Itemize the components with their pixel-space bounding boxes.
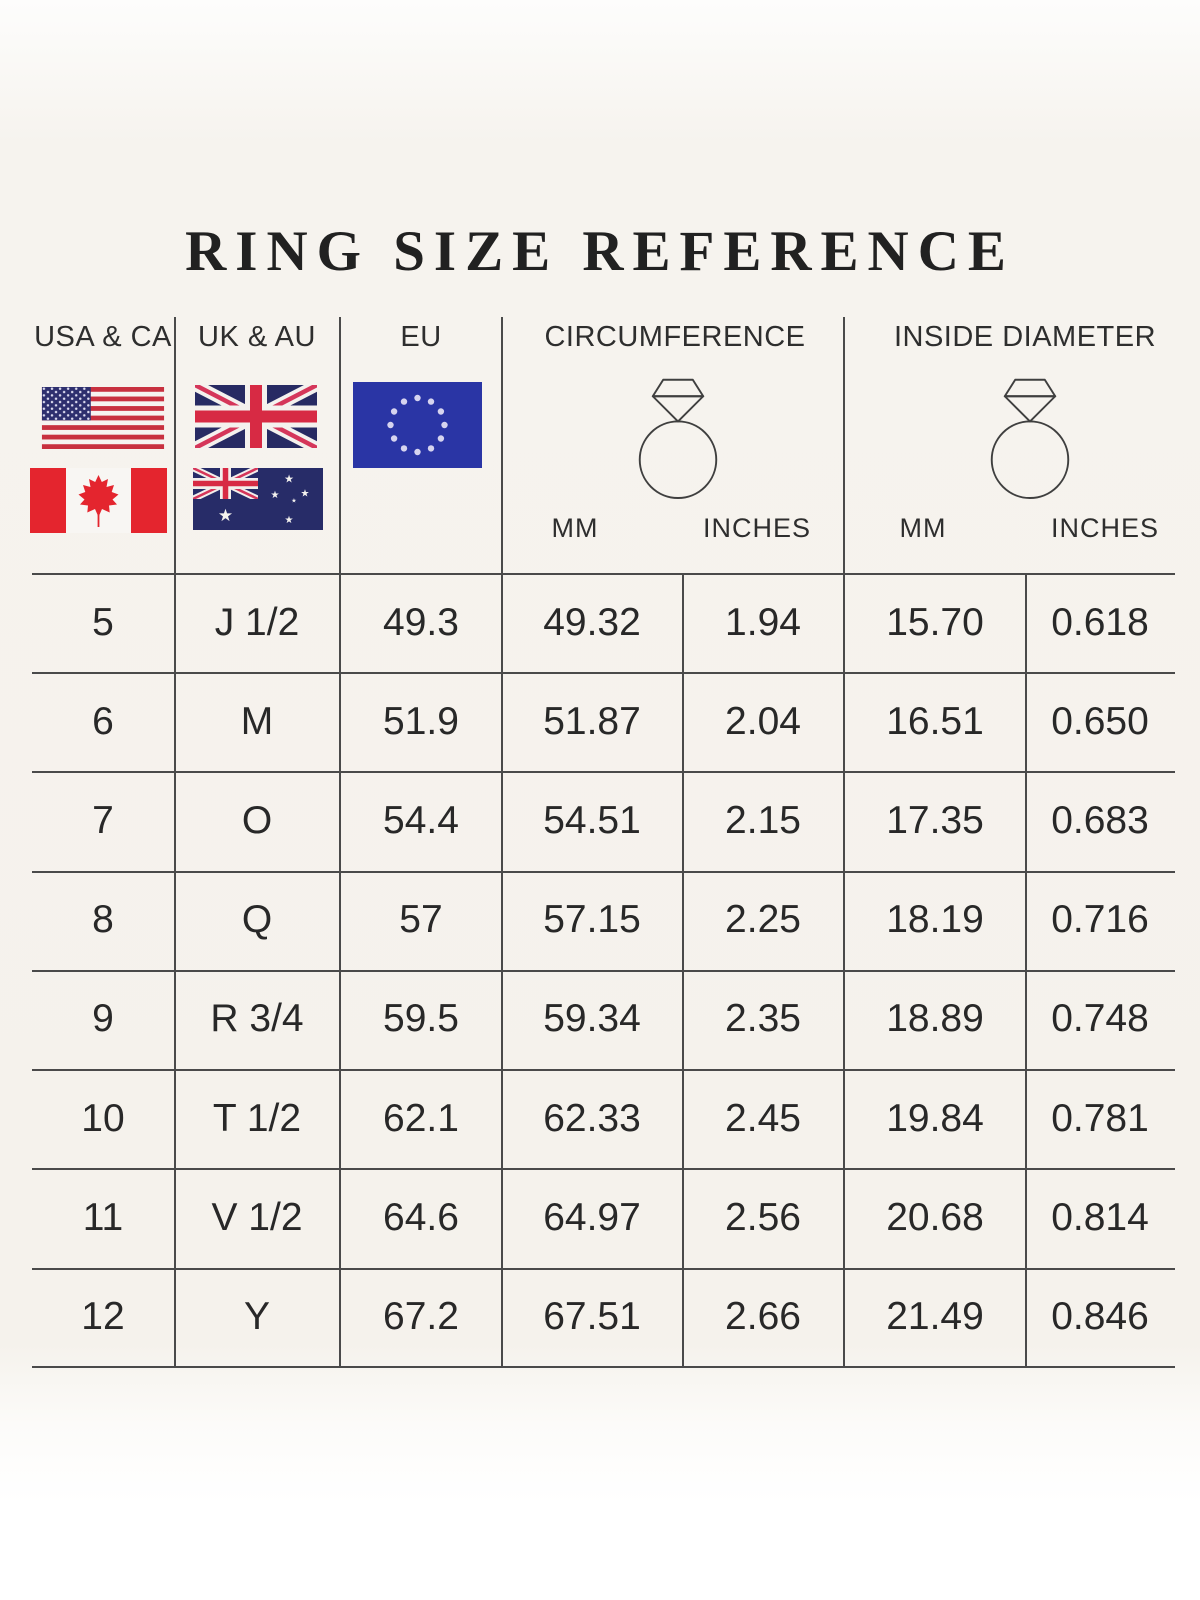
table-cell: 49.3 bbox=[383, 600, 459, 644]
table-cell: 64.6 bbox=[383, 1195, 459, 1239]
us-flag-icon bbox=[41, 387, 165, 449]
table-divider bbox=[501, 317, 503, 1368]
table-cell: 2.04 bbox=[725, 699, 801, 743]
australia-flag-icon: ★ ★ ★ ★ ★ ★ bbox=[193, 468, 323, 530]
column-header-uk-au: UK & AU bbox=[198, 321, 316, 353]
eu-flag-icon bbox=[353, 382, 482, 468]
table-cell: 8 bbox=[92, 898, 114, 942]
table-cell: V 1/2 bbox=[211, 1195, 303, 1239]
diamond-ring-icon bbox=[638, 378, 718, 499]
table-cell: 10 bbox=[81, 1096, 125, 1140]
svg-text:★: ★ bbox=[271, 490, 280, 501]
page-title: RING SIZE REFERENCE bbox=[185, 220, 1015, 283]
table-cell: Y bbox=[243, 1295, 271, 1338]
table-cell: 18.89 bbox=[886, 997, 984, 1041]
table-cell: 0.618 bbox=[1051, 600, 1149, 644]
table-cell: 0.814 bbox=[1051, 1195, 1149, 1239]
table-cell: M bbox=[240, 699, 274, 743]
diamond-ring-icon bbox=[990, 378, 1070, 499]
table-cell: 54.4 bbox=[383, 799, 459, 842]
table-cell: 1.94 bbox=[725, 600, 801, 644]
table-divider bbox=[32, 1168, 1175, 1170]
table-divider bbox=[32, 573, 1175, 575]
table-cell: 18.19 bbox=[886, 898, 984, 942]
table-divider bbox=[32, 1268, 1175, 1270]
column-header-inside-diameter: INSIDE DIAMETER bbox=[893, 321, 1157, 353]
table-divider bbox=[32, 771, 1175, 773]
table-cell: 6 bbox=[92, 699, 114, 743]
table-cell: O bbox=[241, 799, 273, 842]
svg-text:★: ★ bbox=[284, 473, 294, 486]
table-cell: 0.748 bbox=[1051, 997, 1149, 1041]
table-cell: 54.51 bbox=[543, 799, 641, 842]
uk-flag-icon bbox=[195, 385, 317, 448]
table-cell: 0.716 bbox=[1051, 898, 1149, 942]
table-cell: 57 bbox=[399, 898, 443, 942]
table-divider bbox=[32, 871, 1175, 873]
subheader-mm: MM bbox=[899, 513, 947, 543]
table-cell: 67.51 bbox=[543, 1295, 641, 1338]
subheader-mm: MM bbox=[551, 513, 599, 543]
table-cell: 17.35 bbox=[886, 799, 984, 842]
table-cell: 9 bbox=[92, 997, 114, 1041]
table-cell: 64.97 bbox=[543, 1195, 641, 1239]
canada-flag-icon bbox=[30, 468, 167, 533]
table-cell: 12 bbox=[81, 1295, 125, 1338]
subheader-inches: INCHES bbox=[702, 513, 812, 543]
subheader-inches: INCHES bbox=[1050, 513, 1160, 543]
table-cell: 51.9 bbox=[383, 699, 459, 743]
table-cell: 0.781 bbox=[1051, 1096, 1149, 1140]
table-cell: 16.51 bbox=[886, 699, 984, 743]
svg-text:★: ★ bbox=[218, 506, 233, 526]
column-header-circumference: CIRCUMFERENCE bbox=[544, 321, 806, 353]
column-header-usa-ca: USA & CA bbox=[34, 321, 172, 353]
table-cell: 2.15 bbox=[725, 799, 801, 842]
table-cell: 7 bbox=[92, 799, 114, 842]
table-cell: 11 bbox=[82, 1195, 124, 1239]
table-divider bbox=[174, 317, 176, 1368]
table-cell: 0.683 bbox=[1051, 799, 1149, 842]
table-divider bbox=[1025, 573, 1027, 1368]
table-divider bbox=[32, 1366, 1175, 1368]
table-divider bbox=[339, 317, 341, 1368]
table-cell: 20.68 bbox=[886, 1195, 984, 1239]
table-cell: 19.84 bbox=[886, 1096, 984, 1140]
table-cell: Q bbox=[241, 898, 273, 942]
table-divider bbox=[32, 1069, 1175, 1071]
table-cell: 59.34 bbox=[543, 997, 641, 1041]
table-cell: 62.33 bbox=[543, 1096, 641, 1140]
table-cell: 2.35 bbox=[725, 997, 801, 1041]
table-cell: 15.70 bbox=[886, 600, 984, 644]
svg-text:★: ★ bbox=[301, 489, 310, 500]
table-cell: 0.846 bbox=[1051, 1295, 1149, 1338]
table-cell: 2.56 bbox=[725, 1195, 801, 1239]
table-cell: 49.32 bbox=[543, 600, 641, 644]
table-cell: 59.5 bbox=[383, 997, 459, 1041]
table-cell: 5 bbox=[92, 600, 114, 644]
svg-text:★: ★ bbox=[285, 515, 294, 526]
table-cell: 21.49 bbox=[886, 1295, 984, 1338]
column-header-eu: EU bbox=[400, 321, 442, 353]
table-cell: 51.87 bbox=[543, 699, 641, 743]
table-divider bbox=[32, 970, 1175, 972]
table-divider bbox=[32, 672, 1175, 674]
table-cell: 2.25 bbox=[725, 898, 801, 942]
table-cell: 67.2 bbox=[383, 1295, 459, 1338]
table-cell: 0.650 bbox=[1051, 699, 1149, 743]
table-divider bbox=[843, 317, 845, 1368]
table-cell: 57.15 bbox=[543, 898, 641, 942]
table-cell: R 3/4 bbox=[210, 997, 304, 1041]
table-cell: 2.45 bbox=[725, 1096, 801, 1140]
table-divider bbox=[682, 573, 684, 1368]
table-cell: 2.66 bbox=[725, 1295, 801, 1338]
svg-text:★: ★ bbox=[291, 498, 296, 505]
table-cell: 62.1 bbox=[383, 1096, 459, 1140]
table-cell: T 1/2 bbox=[212, 1096, 302, 1140]
table-cell: J 1/2 bbox=[214, 600, 300, 644]
